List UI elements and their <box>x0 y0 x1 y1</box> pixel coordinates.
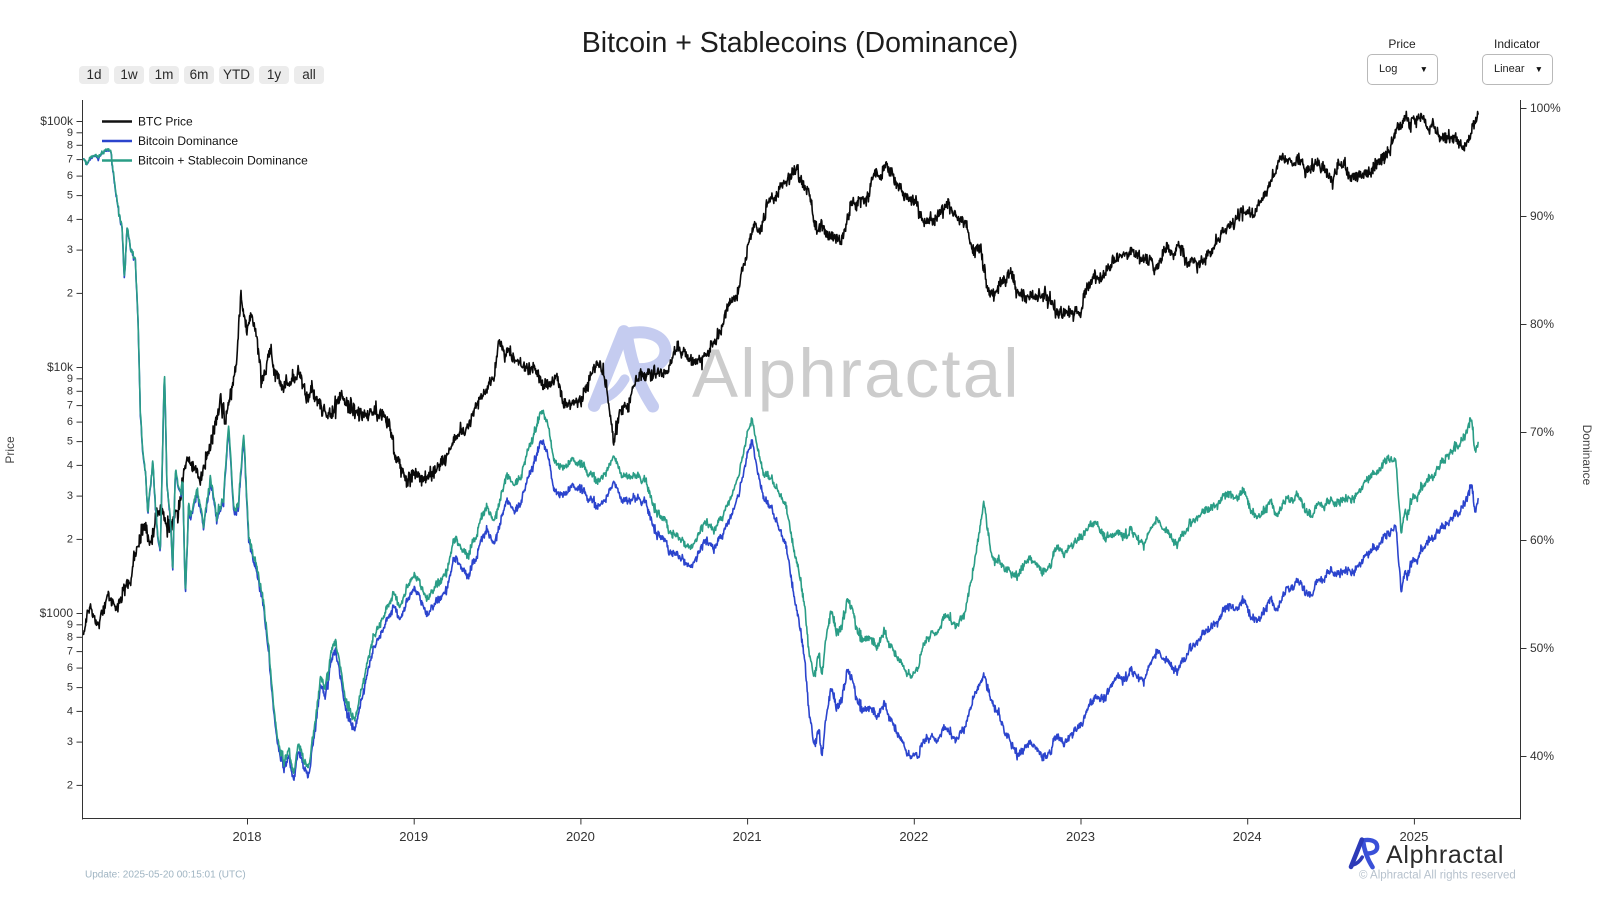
svg-text:60%: 60% <box>1530 533 1554 547</box>
svg-text:Update: 2025-05-20 00:15:01 (U: Update: 2025-05-20 00:15:01 (UTC) <box>85 870 246 881</box>
svg-text:6: 6 <box>67 662 73 674</box>
svg-text:6: 6 <box>67 170 73 182</box>
svg-text:$100k: $100k <box>40 114 74 128</box>
svg-text:3: 3 <box>67 490 73 502</box>
svg-text:8: 8 <box>67 139 73 151</box>
svg-text:7: 7 <box>67 154 73 166</box>
svg-text:4: 4 <box>67 705 73 717</box>
svg-text:9: 9 <box>67 373 73 385</box>
svg-text:7: 7 <box>67 646 73 658</box>
svg-text:Bitcoin Dominance: Bitcoin Dominance <box>138 134 238 148</box>
svg-text:5: 5 <box>67 190 73 202</box>
svg-text:4: 4 <box>67 459 73 471</box>
svg-text:8: 8 <box>67 631 73 643</box>
svg-text:Dominance: Dominance <box>1580 425 1594 486</box>
svg-text:2023: 2023 <box>1066 829 1095 844</box>
svg-text:50%: 50% <box>1530 641 1554 655</box>
svg-text:2019: 2019 <box>399 829 428 844</box>
svg-text:2: 2 <box>67 533 73 545</box>
svg-text:8: 8 <box>67 385 73 397</box>
svg-text:80%: 80% <box>1530 317 1554 331</box>
svg-text:6: 6 <box>67 416 73 428</box>
svg-text:Alphractal: Alphractal <box>1386 841 1504 869</box>
svg-text:2024: 2024 <box>1233 829 1262 844</box>
svg-text:3: 3 <box>67 736 73 748</box>
svg-text:100%: 100% <box>1530 101 1561 115</box>
svg-text:2020: 2020 <box>566 829 595 844</box>
svg-text:70%: 70% <box>1530 425 1554 439</box>
svg-text:90%: 90% <box>1530 209 1554 223</box>
svg-text:9: 9 <box>67 619 73 631</box>
svg-text:$1000: $1000 <box>40 606 74 620</box>
svg-text:Bitcoin + Stablecoin Dominance: Bitcoin + Stablecoin Dominance <box>138 154 308 168</box>
svg-text:2025: 2025 <box>1399 829 1428 844</box>
svg-text:5: 5 <box>67 436 73 448</box>
svg-text:2: 2 <box>67 779 73 791</box>
svg-text:2021: 2021 <box>733 829 762 844</box>
svg-text:2018: 2018 <box>233 829 262 844</box>
svg-text:© Alphractal All rights reserv: © Alphractal All rights reserved <box>1359 870 1516 882</box>
svg-text:40%: 40% <box>1530 749 1554 763</box>
svg-text:5: 5 <box>67 682 73 694</box>
svg-text:2022: 2022 <box>899 829 928 844</box>
svg-text:$10k: $10k <box>47 360 74 374</box>
svg-text:BTC Price: BTC Price <box>138 115 193 129</box>
svg-text:4: 4 <box>67 213 73 225</box>
svg-text:Price: Price <box>3 436 17 464</box>
svg-text:2: 2 <box>67 287 73 299</box>
svg-text:7: 7 <box>67 400 73 412</box>
svg-text:3: 3 <box>67 244 73 256</box>
svg-text:Alphractal: Alphractal <box>692 335 1021 412</box>
svg-text:9: 9 <box>67 127 73 139</box>
